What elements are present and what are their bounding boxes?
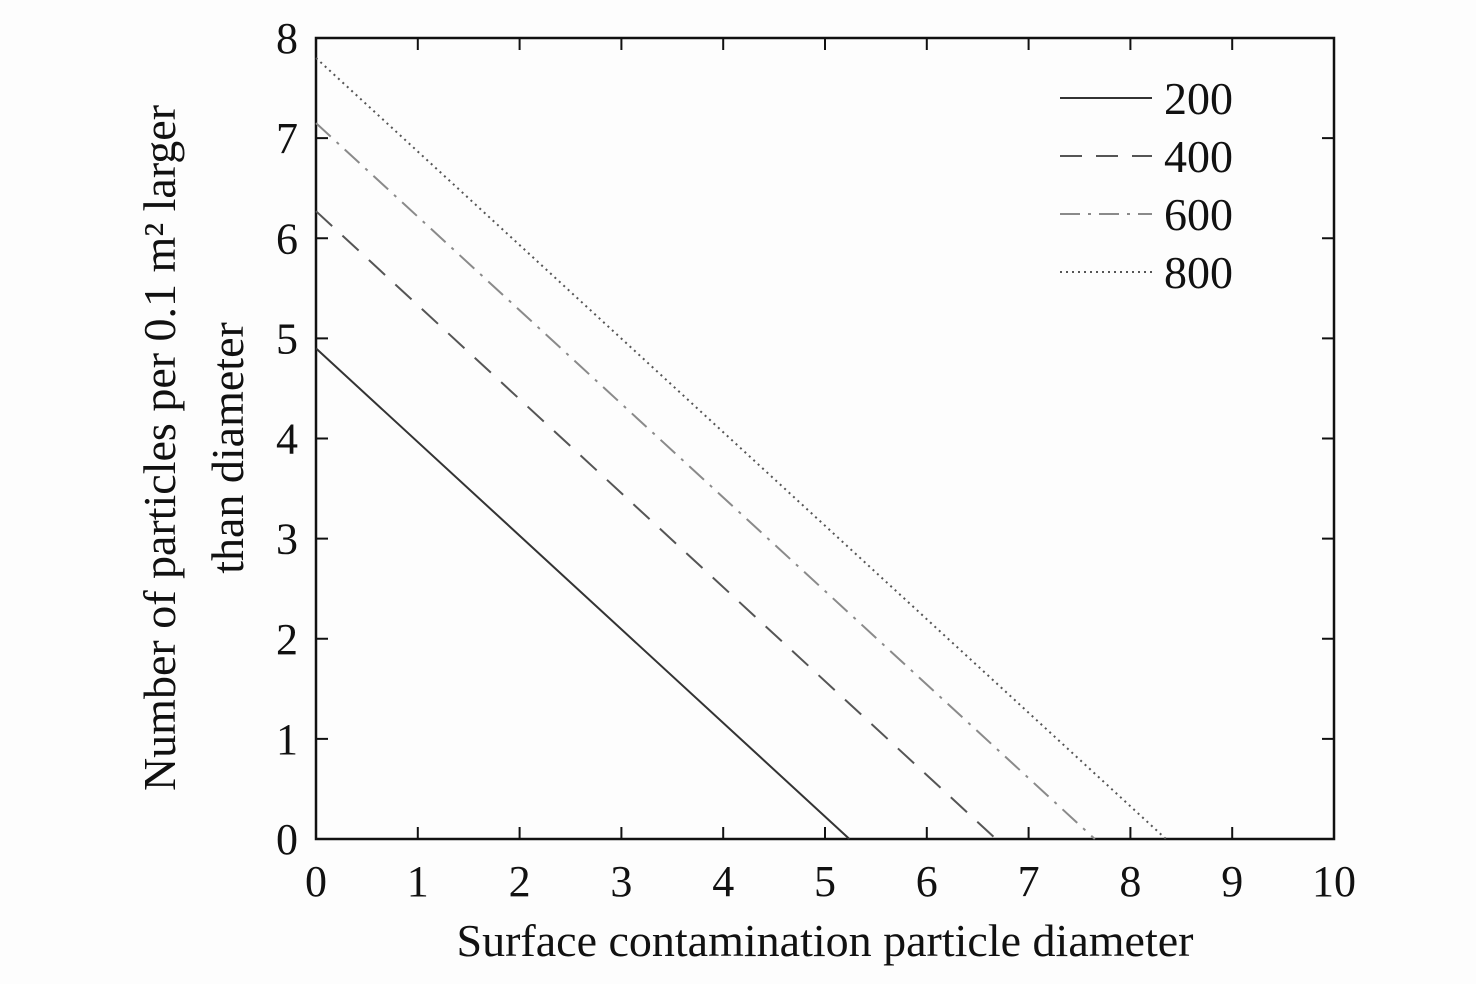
y-tick-label: 8 bbox=[276, 14, 298, 63]
x-tick-label: 8 bbox=[1119, 857, 1141, 906]
y-axis-title-line1: Number of particles per 0.1 m² larger bbox=[134, 105, 185, 791]
x-tick-label: 4 bbox=[712, 857, 734, 906]
series-layer bbox=[315, 57, 1167, 840]
series-line-600 bbox=[315, 122, 1096, 840]
legend-label-400: 400 bbox=[1164, 131, 1233, 182]
y-tick-label: 3 bbox=[276, 515, 298, 564]
series-line-800 bbox=[315, 57, 1167, 840]
y-axis-ticks: 0 1 2 3 4 5 6 7 8 bbox=[276, 14, 1334, 864]
series-line-400 bbox=[315, 210, 997, 840]
y-tick-label: 2 bbox=[276, 615, 298, 664]
x-tick-label: 7 bbox=[1018, 857, 1040, 906]
legend-label-600: 600 bbox=[1164, 189, 1233, 240]
x-tick-label: 10 bbox=[1312, 857, 1356, 906]
y-tick-label: 5 bbox=[276, 314, 298, 363]
x-tick-label: 0 bbox=[305, 857, 327, 906]
x-tick-label: 9 bbox=[1221, 857, 1243, 906]
legend-label-800: 800 bbox=[1164, 247, 1233, 298]
x-tick-label: 5 bbox=[814, 857, 836, 906]
legend-label-200: 200 bbox=[1164, 73, 1233, 124]
x-axis-title: Surface contamination particle diameter bbox=[457, 915, 1194, 966]
y-tick-label: 4 bbox=[276, 415, 298, 464]
x-tick-label: 2 bbox=[509, 857, 531, 906]
legend: 200 400 600 800 bbox=[1060, 73, 1233, 298]
y-tick-label: 1 bbox=[276, 715, 298, 764]
y-tick-label: 7 bbox=[276, 114, 298, 163]
x-axis-ticks: 0 1 2 3 4 5 6 7 8 9 10 bbox=[305, 38, 1356, 906]
y-tick-label: 0 bbox=[276, 815, 298, 864]
y-axis-title-line2: than diameter bbox=[202, 322, 253, 574]
series-line-200 bbox=[315, 347, 851, 840]
y-tick-label: 6 bbox=[276, 214, 298, 263]
x-tick-label: 1 bbox=[407, 857, 429, 906]
x-tick-label: 3 bbox=[610, 857, 632, 906]
x-tick-label: 6 bbox=[916, 857, 938, 906]
